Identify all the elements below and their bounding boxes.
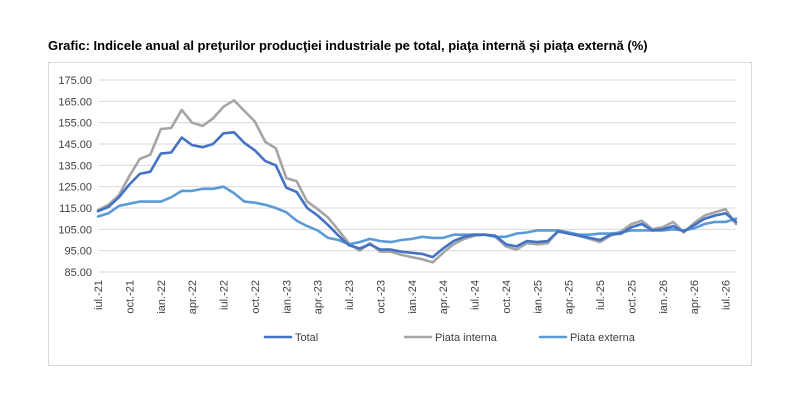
- series-lines: [96, 99, 738, 264]
- x-tick-label: iul.-22: [219, 280, 231, 310]
- legend-label: Piata externa: [570, 332, 636, 344]
- chart-frame: [48, 62, 752, 366]
- x-tick-label: oct.-25: [626, 280, 638, 314]
- y-tick-label: 95.00: [64, 246, 92, 258]
- x-tick-label: oct.-21: [124, 280, 136, 314]
- x-tick-label: apr.-25: [564, 280, 576, 314]
- x-tick-label: apr.-22: [187, 280, 199, 314]
- series-line-piata-externa: [96, 185, 738, 246]
- y-tick-label: 135.00: [58, 160, 92, 172]
- x-tick-label: ian.-22: [156, 280, 168, 314]
- chart-title: Grafic: Indicele anual al preţurilor pro…: [48, 38, 648, 53]
- x-tick-label: ian.-23: [281, 280, 293, 314]
- x-tick-label: apr.-23: [313, 280, 325, 314]
- y-tick-label: 175.00: [58, 75, 92, 87]
- x-tick-label: iul.-26: [721, 280, 733, 310]
- x-tick-label: iul.-23: [344, 280, 356, 310]
- x-tick-label: ian.-24: [407, 280, 419, 314]
- axes: 175.00 165.00 155.00 145.00 135.00 125.00 115.…: [58, 75, 732, 314]
- y-tick-label: 165.00: [58, 96, 92, 108]
- series-line-total: [96, 131, 738, 259]
- legend-label: Total: [295, 332, 318, 344]
- y-tick-label: 155.00: [58, 118, 92, 130]
- gridlines: [98, 79, 736, 273]
- x-tick-label: ian.-25: [532, 280, 544, 314]
- legend: Total Piata interna Piata externa: [263, 332, 636, 344]
- x-tick-label: apr.-26: [689, 280, 701, 314]
- series-line-piata-interna: [96, 99, 738, 264]
- legend-label: Piata interna: [435, 332, 498, 344]
- x-tick-label: oct.-23: [375, 280, 387, 314]
- y-tick-label: 125.00: [58, 182, 92, 194]
- y-tick-label: 105.00: [58, 224, 92, 236]
- y-tick-label: 115.00: [59, 203, 92, 215]
- y-tick-label: 145.00: [58, 139, 92, 151]
- x-tick-label: oct.-24: [501, 280, 513, 314]
- x-tick-label: iul.-21: [93, 280, 105, 310]
- y-tick-label: 85.00: [64, 267, 92, 279]
- x-tick-label: iul.-24: [470, 280, 482, 310]
- x-tick-label: ian.-26: [658, 280, 670, 314]
- x-tick-label: oct.-22: [250, 280, 262, 314]
- x-tick-label: iul.-25: [595, 280, 607, 310]
- x-tick-label: apr.-24: [438, 280, 450, 314]
